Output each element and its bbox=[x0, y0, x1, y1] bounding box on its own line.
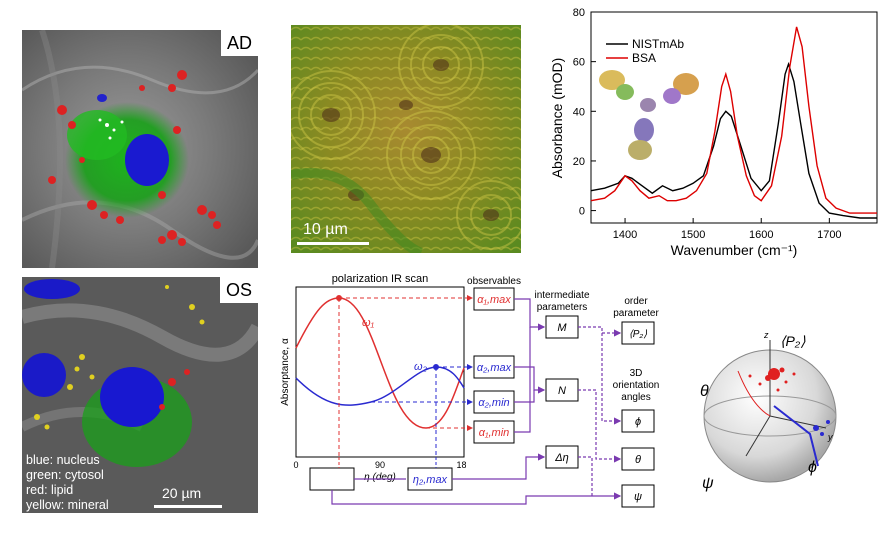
spectrum-y-axis-label: Absorbance (mOD) bbox=[549, 58, 565, 179]
x-tick-180: 180 bbox=[456, 460, 466, 470]
y-tick-label-80: 80 bbox=[573, 7, 585, 19]
conn-a1min-M bbox=[514, 327, 531, 433]
y-tick-label-40: 40 bbox=[573, 106, 585, 118]
y-label: y bbox=[827, 432, 833, 442]
conn-eta2-deta bbox=[452, 453, 546, 480]
phi-box bbox=[621, 409, 655, 433]
absorbance-spectrum-chart: 0 20 40 60 80 1400 1500 1600 1700 Absorbance (m… bbox=[549, 7, 878, 258]
omega1-label: ω₁ bbox=[362, 317, 375, 329]
orientation-header: 3D orientation angles bbox=[613, 368, 660, 403]
blue-orientation-cloud bbox=[813, 420, 830, 436]
legend-nistmab-label: NISTmAb bbox=[632, 37, 684, 51]
red-orientation-cloud bbox=[748, 367, 796, 392]
os-label: OS bbox=[219, 277, 258, 303]
spectrum-x-axis-label: Wavenumber (cm⁻¹) bbox=[671, 242, 798, 258]
P2-box bbox=[621, 321, 655, 345]
os-legend-nucleus: blue: nucleus bbox=[26, 453, 100, 467]
conn-a2max-N bbox=[514, 366, 546, 394]
os-microscopy-image bbox=[22, 277, 258, 513]
series-line-bsa bbox=[590, 26, 877, 214]
a2min-label: α₂,min bbox=[478, 397, 509, 409]
parameter-flow-diagram: observables intermediate parameters order… bbox=[309, 276, 660, 508]
os-legend-cytosol: green: cytosol bbox=[26, 468, 104, 482]
texture-scale-bar bbox=[297, 242, 369, 245]
antibody-structure-illustration bbox=[599, 70, 699, 160]
y-tick-label-60: 60 bbox=[573, 57, 585, 69]
order-header: order parameter bbox=[613, 296, 659, 319]
polarization-plot-frame bbox=[295, 286, 465, 458]
sphere-P2-label: ⟨P₂⟩ bbox=[780, 333, 806, 349]
phi-label: ϕ bbox=[635, 416, 641, 428]
M-label: M bbox=[557, 322, 567, 334]
x-tick-label-1700: 1700 bbox=[817, 229, 841, 241]
omega1-curve bbox=[295, 297, 465, 429]
eta2max-label-in-plot: η₂,max bbox=[413, 474, 448, 486]
texture-image-panel: 10 µm bbox=[291, 25, 521, 253]
sphere-theta-label: θ bbox=[700, 383, 709, 400]
eta1max-box bbox=[309, 467, 355, 491]
omega2-label: ω₂ bbox=[414, 361, 428, 373]
P2-label: ⟨P₂⟩ bbox=[629, 329, 647, 340]
polarization-y-axis-label: Absorptance, α bbox=[280, 338, 291, 406]
deta-label: Δη bbox=[554, 452, 569, 464]
conn-a1max-M bbox=[514, 298, 546, 331]
x-tick-0: 0 bbox=[293, 460, 298, 470]
x-axis bbox=[745, 415, 771, 457]
theta-box bbox=[621, 447, 655, 471]
conn-deta-psi bbox=[578, 456, 593, 496]
conn-M-P2 bbox=[578, 326, 622, 337]
conn-a2min-N bbox=[514, 390, 535, 403]
x-tick-label-1500: 1500 bbox=[681, 229, 705, 241]
intermediate-header: intermediate parameters bbox=[534, 290, 589, 313]
os-legend-lipid: red: lipid bbox=[26, 483, 74, 497]
texture-image bbox=[291, 25, 521, 253]
polarization-x-axis-label: η (deg) bbox=[364, 472, 396, 483]
phi-arc bbox=[773, 405, 819, 467]
conn-M-phi bbox=[601, 333, 622, 425]
theta-arc bbox=[737, 370, 771, 417]
a2max-label: α₂,max bbox=[477, 362, 512, 374]
x-tick-90: 90 bbox=[375, 460, 385, 470]
x-tick-label-1400: 1400 bbox=[613, 229, 637, 241]
z-label: z bbox=[763, 330, 769, 340]
polarization-scan-chart: polarization IR scan Absorptance, α 0 90… bbox=[280, 273, 466, 483]
a1max-label: α₁,max bbox=[477, 294, 511, 306]
os-image-panel: OS blue: nucleus green: cytosol red: lip… bbox=[22, 277, 258, 513]
conn-N-theta bbox=[578, 389, 622, 463]
orientation-sphere: z y ⟨P₂⟩ θ ϕ ψ bbox=[700, 330, 837, 492]
theta-label: θ bbox=[635, 454, 641, 466]
psi-label: ψ bbox=[634, 491, 642, 503]
y-tick-label-20: 20 bbox=[573, 156, 585, 168]
ad-label: AD bbox=[220, 30, 258, 56]
polarization-title: polarization IR scan bbox=[332, 273, 429, 285]
ad-microscopy-image bbox=[22, 30, 258, 268]
ad-image-panel: AD bbox=[22, 30, 258, 268]
y-tick-label-0: 0 bbox=[579, 206, 585, 218]
a1min-label: α₁,min bbox=[479, 427, 510, 439]
x-tick-label-1600: 1600 bbox=[749, 229, 773, 241]
texture-scale-label: 10 µm bbox=[303, 221, 348, 238]
observables-header: observables bbox=[467, 276, 521, 287]
N-label: N bbox=[558, 385, 566, 397]
os-scale-bar bbox=[154, 505, 222, 508]
conn-eta1-psi bbox=[331, 490, 622, 505]
psi-box bbox=[621, 484, 655, 508]
os-scale-label: 20 µm bbox=[162, 485, 202, 501]
sphere-phi-label: ϕ bbox=[808, 459, 817, 476]
series-line-nistmab bbox=[590, 61, 877, 219]
omega2-curve bbox=[295, 366, 465, 406]
sphere-psi-label: ψ bbox=[702, 475, 714, 492]
legend-bsa-label: BSA bbox=[632, 51, 656, 65]
os-legend-mineral: yellow: mineral bbox=[26, 498, 109, 512]
